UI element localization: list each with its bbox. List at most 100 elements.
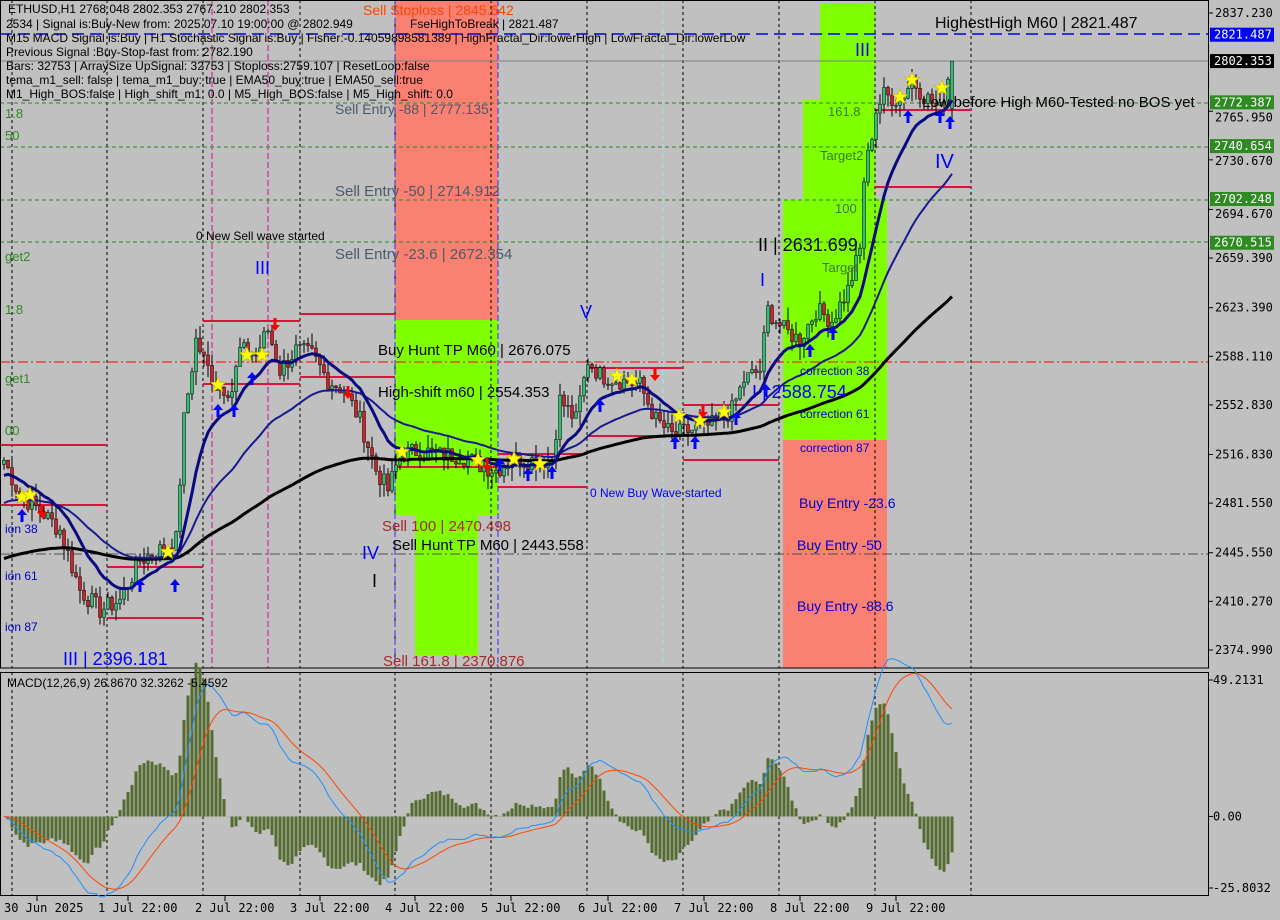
candle-body[interactable]	[194, 337, 198, 373]
candle-body[interactable]	[818, 303, 822, 320]
candle-body[interactable]	[842, 301, 846, 304]
candle-body[interactable]	[562, 394, 566, 407]
candle-body[interactable]	[186, 393, 190, 413]
candle-body[interactable]	[118, 598, 122, 604]
candle-body[interactable]	[294, 344, 298, 360]
candle-body[interactable]	[210, 365, 214, 385]
candle-body[interactable]	[458, 462, 462, 465]
candle-body[interactable]	[498, 469, 502, 477]
candle-body[interactable]	[310, 345, 314, 349]
candle-body[interactable]	[650, 403, 654, 419]
candle-body[interactable]	[70, 550, 74, 573]
candle-body[interactable]	[618, 382, 622, 390]
candle-body[interactable]	[134, 558, 138, 583]
candle-body[interactable]	[58, 529, 62, 535]
candle-body[interactable]	[746, 372, 750, 383]
candle-body[interactable]	[110, 596, 114, 611]
candle-body[interactable]	[254, 354, 258, 357]
candle-body[interactable]	[770, 305, 774, 324]
candle-body[interactable]	[342, 391, 346, 394]
candle-body[interactable]	[14, 484, 18, 492]
candle-body[interactable]	[226, 395, 230, 398]
candle-body[interactable]	[202, 351, 206, 356]
candle-body[interactable]	[362, 411, 366, 443]
candle-body[interactable]	[270, 330, 274, 345]
candle-body[interactable]	[782, 320, 786, 326]
candle-body[interactable]	[878, 103, 882, 114]
candle-body[interactable]	[142, 560, 146, 564]
candle-body[interactable]	[774, 322, 778, 324]
candle-body[interactable]	[654, 412, 658, 419]
candle-body[interactable]	[206, 354, 210, 366]
candle-body[interactable]	[826, 314, 830, 327]
candle-body[interactable]	[370, 447, 374, 457]
candle-body[interactable]	[862, 181, 866, 249]
candle-body[interactable]	[854, 255, 858, 281]
candle-body[interactable]	[358, 411, 362, 418]
candle-body[interactable]	[62, 529, 66, 548]
candle-body[interactable]	[354, 400, 358, 418]
candle-body[interactable]	[102, 608, 106, 618]
candle-body[interactable]	[378, 470, 382, 485]
candle-body[interactable]	[54, 518, 58, 535]
candle-body[interactable]	[442, 447, 446, 461]
candle-body[interactable]	[190, 371, 194, 395]
candle-body[interactable]	[266, 330, 270, 333]
candle-body[interactable]	[198, 337, 202, 353]
candle-body[interactable]	[282, 360, 286, 376]
candle-body[interactable]	[122, 588, 126, 600]
candle-body[interactable]	[86, 600, 90, 607]
candle-body[interactable]	[666, 423, 670, 428]
candle-body[interactable]	[78, 576, 82, 591]
candle-body[interactable]	[262, 331, 266, 349]
candle-body[interactable]	[690, 429, 694, 433]
candle-body[interactable]	[838, 301, 842, 319]
candle-body[interactable]	[330, 385, 334, 390]
candle-body[interactable]	[850, 280, 854, 286]
candle-body[interactable]	[742, 381, 746, 388]
candle-body[interactable]	[578, 395, 582, 413]
candle-body[interactable]	[894, 105, 898, 107]
candle-body[interactable]	[582, 377, 586, 397]
candle-body[interactable]	[950, 60, 954, 109]
candle-body[interactable]	[50, 512, 54, 520]
candle-body[interactable]	[490, 472, 494, 477]
candle-body[interactable]	[2, 459, 6, 465]
candle-body[interactable]	[790, 329, 794, 342]
candle-body[interactable]	[642, 377, 646, 394]
candle-body[interactable]	[606, 383, 610, 386]
candle-body[interactable]	[926, 93, 930, 104]
candle-body[interactable]	[598, 367, 602, 379]
candle-body[interactable]	[622, 378, 626, 390]
candle-body[interactable]	[302, 343, 306, 345]
candle-body[interactable]	[946, 78, 950, 102]
candle-body[interactable]	[454, 461, 458, 465]
candle-body[interactable]	[410, 444, 414, 448]
candle-body[interactable]	[658, 412, 662, 421]
candle-body[interactable]	[98, 596, 102, 618]
candle-body[interactable]	[90, 593, 94, 607]
candle-body[interactable]	[82, 590, 86, 601]
candle-body[interactable]	[886, 87, 890, 96]
candle-body[interactable]	[586, 364, 590, 378]
candle-body[interactable]	[794, 333, 798, 342]
candle-body[interactable]	[234, 366, 238, 393]
candle-body[interactable]	[922, 98, 926, 104]
candle-body[interactable]	[806, 324, 810, 339]
candle-body[interactable]	[938, 102, 942, 106]
candle-body[interactable]	[730, 400, 734, 422]
candle-body[interactable]	[406, 447, 410, 462]
candle-body[interactable]	[822, 303, 826, 316]
candle-body[interactable]	[686, 424, 690, 433]
candle-body[interactable]	[670, 423, 674, 432]
candle-body[interactable]	[326, 372, 330, 390]
candle-body[interactable]	[238, 347, 242, 367]
candle-body[interactable]	[382, 473, 386, 485]
candle-body[interactable]	[858, 247, 862, 256]
candle-body[interactable]	[590, 364, 594, 368]
candle-body[interactable]	[394, 464, 398, 472]
candle-body[interactable]	[314, 347, 318, 357]
candle-body[interactable]	[114, 603, 118, 611]
candle-body[interactable]	[594, 367, 598, 379]
